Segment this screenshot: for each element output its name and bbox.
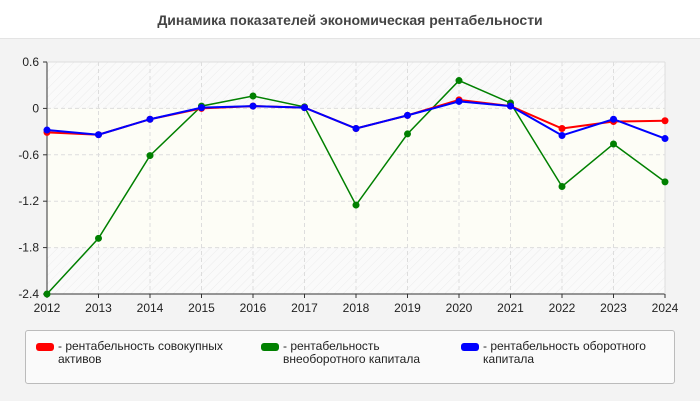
legend-swatch: [261, 343, 279, 351]
data-point-0: [558, 125, 566, 133]
data-point-2: [95, 131, 102, 139]
x-tick-label: 2015: [188, 301, 215, 315]
data-point-1: [610, 140, 617, 148]
legend-label: - рентабельность совокупных активов: [58, 339, 223, 366]
legend-swatch: [36, 343, 54, 351]
legend-label: - рентабельность внеоборотного капитала: [283, 339, 420, 366]
data-point-2: [301, 104, 308, 112]
y-tick-label: -1.2: [18, 194, 39, 208]
x-tick-label: 2012: [34, 301, 61, 315]
data-point-2: [507, 102, 514, 110]
data-point-1: [249, 92, 257, 100]
data-point-1: [558, 183, 566, 191]
x-tick-label: 2018: [343, 301, 370, 315]
data-point-1: [661, 178, 669, 186]
data-point-2: [146, 115, 154, 123]
x-tick-label: 2024: [652, 301, 679, 315]
y-tick-label: -0.6: [18, 148, 39, 162]
data-point-1: [352, 201, 360, 209]
y-tick-label: 0: [32, 101, 39, 115]
x-tick-label: 2023: [600, 301, 627, 315]
data-point-1: [455, 77, 463, 85]
data-point-2: [198, 104, 205, 112]
y-tick-label: 0.6: [22, 55, 39, 69]
x-tick-label: 2017: [291, 301, 318, 315]
legend-item: - рентабельность оборотного капитала: [461, 340, 671, 366]
data-point-2: [610, 115, 617, 123]
data-point-1: [43, 290, 51, 298]
x-tick-label: 2019: [394, 301, 421, 315]
data-point-2: [404, 111, 411, 119]
data-point-0: [661, 117, 669, 125]
data-point-1: [146, 152, 154, 160]
data-point-2: [352, 125, 360, 133]
x-tick-label: 2020: [446, 301, 473, 315]
data-point-1: [95, 234, 102, 242]
data-point-2: [249, 102, 257, 110]
x-tick-label: 2022: [549, 301, 576, 315]
y-tick-label: -2.4: [18, 287, 39, 301]
y-tick-label: -1.8: [18, 241, 39, 255]
x-tick-label: 2014: [137, 301, 164, 315]
x-tick-label: 2013: [85, 301, 112, 315]
data-point-1: [404, 130, 411, 138]
legend-label: - рентабельность оборотного капитала: [483, 339, 646, 366]
legend-item: - рентабельность внеоборотного капитала: [261, 340, 441, 366]
legend: - рентабельность совокупных активов - рен…: [25, 330, 675, 384]
data-point-2: [455, 97, 463, 105]
chart-title: Динамика показателей экономическая рента…: [157, 12, 543, 28]
data-point-2: [43, 126, 51, 134]
x-tick-label: 2021: [497, 301, 524, 315]
data-point-2: [558, 131, 566, 139]
x-tick-label: 2016: [240, 301, 267, 315]
legend-item: - рентабельность совокупных активов: [36, 340, 246, 366]
legend-swatch: [461, 343, 479, 351]
data-point-2: [661, 135, 669, 143]
